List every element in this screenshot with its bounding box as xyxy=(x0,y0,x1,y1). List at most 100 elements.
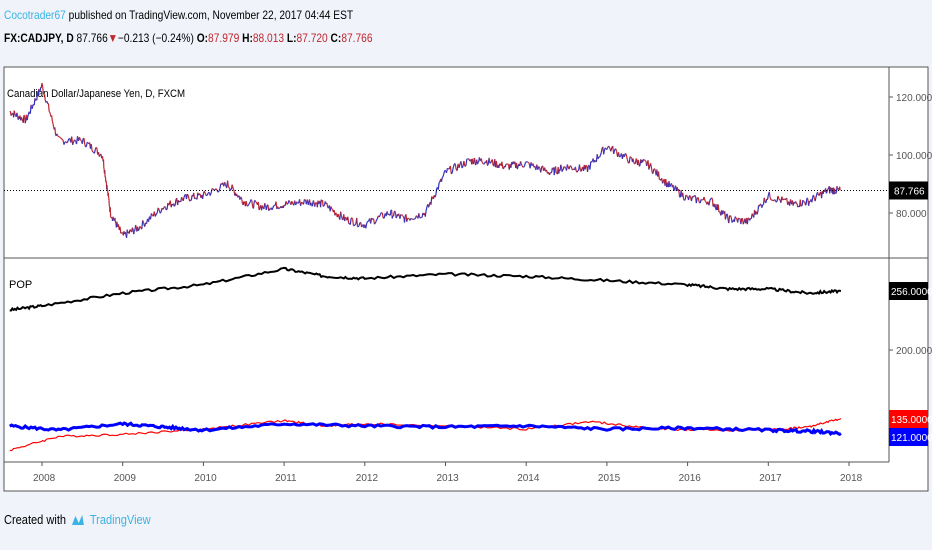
price-segment xyxy=(335,212,338,215)
price-segment xyxy=(38,88,40,92)
price-segment xyxy=(783,198,786,201)
price-segment xyxy=(373,222,376,225)
price-segment xyxy=(322,205,325,207)
price-segment xyxy=(174,199,177,206)
price-segment xyxy=(699,199,702,204)
price-segment xyxy=(652,169,655,174)
price-segment xyxy=(690,196,694,202)
price-segment xyxy=(521,165,524,168)
price-segment xyxy=(395,216,398,219)
o-label: O: xyxy=(196,31,209,45)
price-segment xyxy=(90,143,93,151)
price-segment xyxy=(711,197,714,200)
price-segment xyxy=(358,222,361,226)
price-segment xyxy=(265,205,268,211)
price-segment xyxy=(766,195,769,200)
c-label: C: xyxy=(330,31,342,45)
price-segment xyxy=(725,213,728,217)
price-segment xyxy=(131,227,134,230)
price-segment xyxy=(662,181,664,184)
price-segment xyxy=(818,192,821,196)
price-segment xyxy=(248,201,251,204)
price-segment xyxy=(669,184,672,188)
price-segment xyxy=(624,152,627,155)
price-segment xyxy=(193,192,196,199)
price-segment xyxy=(352,219,355,226)
price-segment xyxy=(626,158,629,163)
price-segment xyxy=(217,190,220,193)
price-segment xyxy=(801,204,803,207)
price-segment xyxy=(763,197,766,202)
price-segment xyxy=(527,161,530,164)
price-segment xyxy=(591,160,593,163)
price-segment xyxy=(182,197,185,201)
price-segment xyxy=(164,206,166,208)
price-segment xyxy=(775,200,778,203)
price-segment xyxy=(586,165,589,172)
price-segment xyxy=(375,218,378,221)
price-segment xyxy=(427,204,430,208)
tradingview-link[interactable]: TradingView xyxy=(89,512,151,527)
price-segment xyxy=(402,216,405,218)
x-tick-label: 2011 xyxy=(275,473,297,484)
y-tick-label: 200.0000 xyxy=(896,346,932,357)
price-segment xyxy=(642,158,645,161)
price-segment xyxy=(594,159,597,162)
price-segment xyxy=(465,159,468,167)
price-segment xyxy=(473,157,476,160)
price-segment xyxy=(378,214,381,218)
price-segment xyxy=(461,166,464,169)
price-segment xyxy=(630,157,633,159)
price-segment xyxy=(604,147,607,150)
price-segment xyxy=(354,223,357,226)
price-segment xyxy=(474,163,477,166)
price-segment xyxy=(538,166,541,169)
price-segment xyxy=(52,123,55,128)
price-segment xyxy=(615,148,618,152)
x-tick-label: 2017 xyxy=(759,473,782,484)
author-link[interactable]: Cocotrader67 xyxy=(4,8,66,22)
price-segment xyxy=(709,198,712,201)
price-segment xyxy=(227,185,230,188)
price-segment xyxy=(254,200,257,203)
price-segment xyxy=(452,163,455,168)
price-segment xyxy=(236,193,238,197)
price-segment xyxy=(722,210,724,212)
price-segment xyxy=(570,166,573,170)
price-segment xyxy=(458,163,461,168)
pop-line-badge xyxy=(889,282,928,300)
price-segment xyxy=(258,207,261,211)
price-segment xyxy=(149,213,153,220)
price-segment xyxy=(215,188,218,191)
price-segment xyxy=(644,159,646,162)
price-segment xyxy=(418,213,421,218)
price-segment xyxy=(361,225,363,228)
price-segment xyxy=(735,217,738,220)
price-segment xyxy=(480,158,483,163)
price-segment xyxy=(553,167,556,176)
price-segment xyxy=(599,154,602,158)
price-segment xyxy=(370,217,373,224)
price-segment xyxy=(232,189,235,191)
y-tick-label: 120.000 xyxy=(896,93,932,104)
y-tick-label: 80.000 xyxy=(896,209,927,220)
price-segment xyxy=(30,104,33,109)
price-segment xyxy=(550,171,553,174)
price-segment xyxy=(507,163,509,166)
chart[interactable]: Canadian Dollar/Japanese Yen, D, FXCM PO… xyxy=(0,0,932,500)
price-segment xyxy=(757,205,760,213)
price-segment xyxy=(27,114,30,117)
price-segment xyxy=(183,194,186,198)
price-segment xyxy=(438,181,441,184)
price-segment xyxy=(204,193,207,196)
price-segment xyxy=(61,138,64,141)
price-segment xyxy=(633,161,635,164)
price-segment xyxy=(165,208,168,211)
price-segment xyxy=(135,224,137,228)
price-segment xyxy=(650,166,653,173)
price-segment xyxy=(574,166,577,172)
price-segment xyxy=(286,203,289,205)
price-segment xyxy=(137,229,140,232)
pop-line xyxy=(9,266,842,312)
price-segment xyxy=(67,138,70,142)
